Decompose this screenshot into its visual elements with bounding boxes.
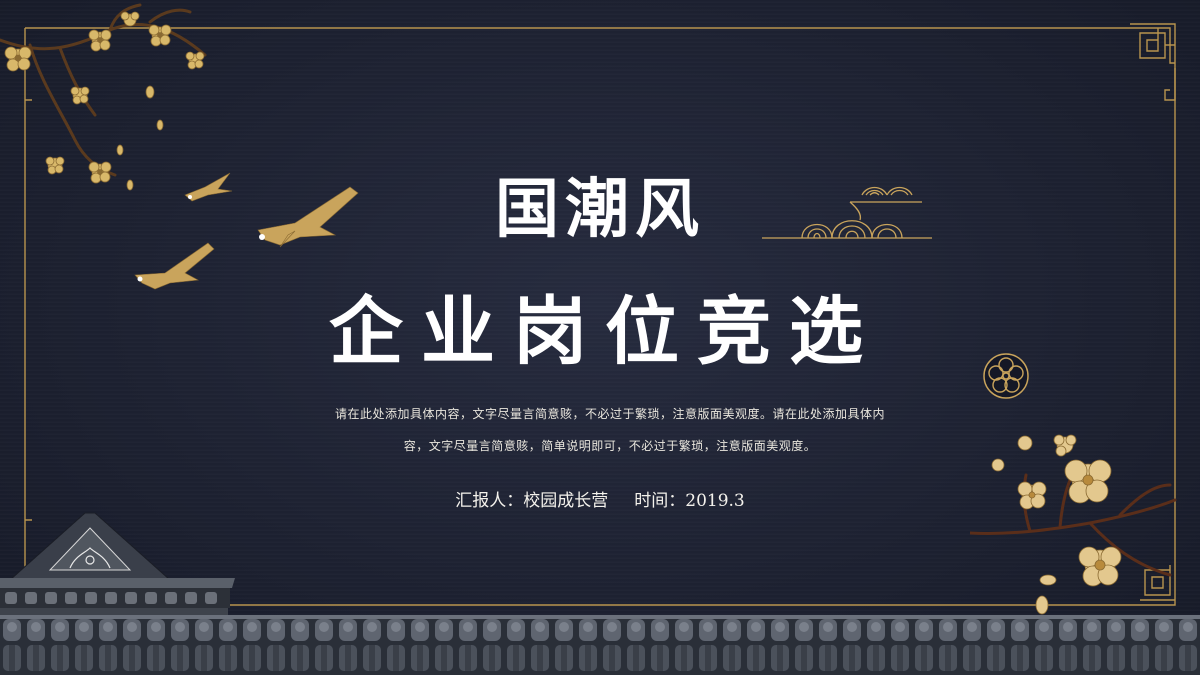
plum-blossom-branch-icon <box>970 434 1177 615</box>
description-line-1: 请在此处添加具体内容，文字尽量言简意赅，不必过于繁琐，注意版面美观度。请在此处添… <box>334 407 885 421</box>
chinese-pavilion-roof-icon <box>0 512 235 623</box>
description-line-2: 容，文字尽量言简意赅，简单说明即可，不必过于繁琐，注意版面美观度。 <box>403 439 817 453</box>
time-label: 时间： <box>634 491 686 511</box>
roof-tiles-border-icon <box>0 615 1200 675</box>
reporter-name: 校园成长营 <box>523 491 609 511</box>
description: 请在此处添加具体内容，文字尽量言简意赅，不必过于繁琐，注意版面美观度。请在此处添… <box>270 398 950 462</box>
reporter-line: 汇报人：校园成长营 时间：2019.3 <box>0 486 1200 511</box>
title-line-2: 企业岗位竞选 <box>329 289 881 375</box>
title-line-1: 国潮风 <box>495 172 705 247</box>
auspicious-cloud-icon <box>762 186 932 239</box>
flying-cranes-icon <box>134 172 359 290</box>
plum-blossom-branch-icon <box>0 3 207 191</box>
plum-flower-badge-icon <box>983 353 1029 399</box>
time-value: 2019.3 <box>685 491 745 511</box>
reporter-label: 汇报人： <box>455 491 524 511</box>
